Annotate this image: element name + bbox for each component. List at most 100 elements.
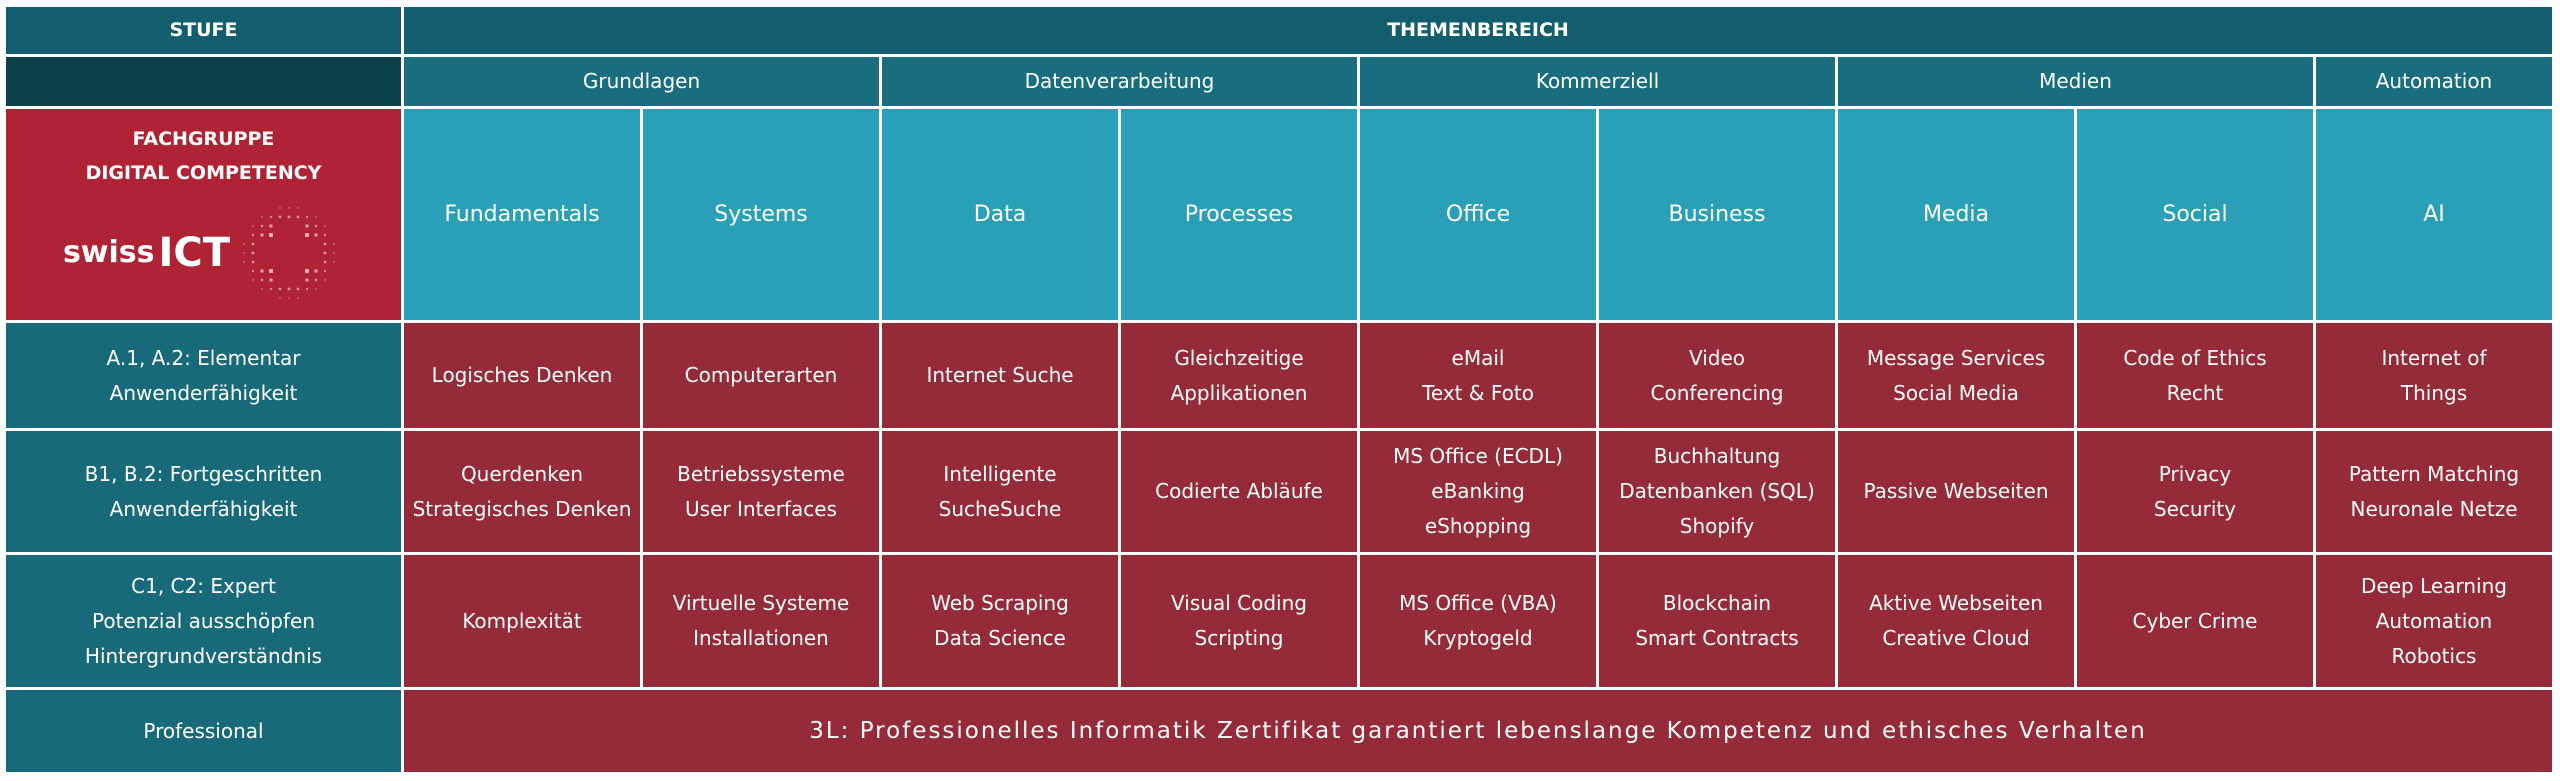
logo-dot bbox=[243, 260, 245, 263]
text-line: Codierte Abläufe bbox=[1155, 479, 1323, 503]
text-line: Things bbox=[2400, 380, 2468, 405]
logo-dot bbox=[243, 251, 245, 254]
text-line: Querdenken bbox=[460, 461, 584, 486]
text-line: Neuronale Netze bbox=[2350, 496, 2518, 521]
text-line: Data Science bbox=[934, 626, 1066, 650]
logo-dot bbox=[314, 278, 318, 281]
text-line: Applikationen bbox=[1170, 380, 1308, 405]
text-line: Gleichzeitige bbox=[1174, 345, 1304, 370]
topic-header: Systems bbox=[643, 109, 879, 320]
skill-cell: Logisches Denken bbox=[404, 323, 640, 428]
topic-header: Office bbox=[1360, 109, 1596, 320]
logo-cross bbox=[243, 206, 335, 299]
logo-dot bbox=[305, 277, 309, 282]
text-line: Professional bbox=[143, 718, 264, 743]
skill-cell: Internet Suche bbox=[882, 323, 1118, 428]
text-line: Scripting bbox=[1194, 626, 1284, 650]
logo-dot bbox=[252, 224, 254, 227]
logo-dot bbox=[314, 232, 318, 237]
text-line: Internet Suche bbox=[926, 363, 1074, 387]
logo-dot bbox=[260, 268, 264, 273]
logo-dot bbox=[324, 278, 326, 281]
text-line: Robotics bbox=[2391, 643, 2477, 668]
logo-dot bbox=[251, 260, 255, 263]
header-text: STUFE bbox=[169, 19, 238, 41]
text-line: Hintergrundverständnis bbox=[84, 643, 323, 668]
skill-cell: Komplexität bbox=[404, 555, 640, 687]
professional-cell: 3L: Professionelles Informatik Zertifika… bbox=[404, 690, 2552, 772]
logo-dot bbox=[333, 242, 335, 245]
text-line: Installationen bbox=[693, 626, 829, 650]
text-line: Anwenderfähigkeit bbox=[109, 380, 298, 405]
text-line: Visual Coding bbox=[1171, 591, 1307, 615]
text-line: Aktive Webseiten bbox=[1869, 591, 2043, 615]
text-line: Message Services bbox=[1866, 345, 2046, 370]
text-line: eBanking bbox=[1431, 479, 1525, 503]
text-line: Processes bbox=[1184, 202, 1294, 227]
text-line: A.1, A.2: Elementar bbox=[106, 345, 301, 370]
stufe-header: STUFE bbox=[6, 7, 401, 54]
text-line: AI bbox=[2423, 202, 2445, 227]
text-line: C1, C2: Expert bbox=[131, 573, 276, 598]
logo-dot bbox=[324, 233, 327, 236]
skill-cell: Video Conferencing bbox=[1599, 323, 1835, 428]
text-line: Creative Cloud bbox=[1882, 626, 2030, 650]
text-line: Shopify bbox=[1679, 514, 1755, 538]
level-label: B1, B.2: Fortgeschritten Anwenderfähigkei… bbox=[6, 431, 401, 552]
text-line: eMail bbox=[1451, 345, 1505, 370]
text-line: Blockchain bbox=[1662, 591, 1772, 615]
text-line: Komplexität bbox=[462, 608, 582, 633]
text-line: Security bbox=[2153, 496, 2237, 521]
text-line: Office bbox=[1445, 202, 1511, 227]
skill-cell: Pattern Matching Neuronale Netze bbox=[2316, 431, 2552, 552]
text-line: Internet of bbox=[2381, 345, 2487, 370]
text-line: Potenzial ausschöpfen bbox=[91, 608, 316, 633]
logo-dot bbox=[314, 224, 318, 227]
skill-cell: Buchhaltung Datenbanken (SQL) Shopify bbox=[1599, 431, 1835, 552]
logo-dot bbox=[315, 215, 317, 218]
text-line: Kryptogeld bbox=[1423, 626, 1533, 650]
skill-cell: Deep Learning Automation Robotics bbox=[2316, 555, 2552, 687]
text-line: Automation bbox=[2375, 608, 2493, 633]
skill-cell: Code of Ethics Recht bbox=[2077, 323, 2313, 428]
text-line: Recht bbox=[2166, 380, 2224, 405]
skill-cell: Codierte Abläufe bbox=[1121, 431, 1357, 552]
brand-bold: ICT bbox=[158, 229, 231, 276]
text-line: Systems bbox=[714, 202, 808, 227]
topic-header: AI bbox=[2316, 109, 2552, 320]
level-label: Professional bbox=[6, 690, 401, 772]
level-label: C1, C2: Expert Potenzial ausschöpfen Hinte… bbox=[6, 555, 401, 687]
skill-cell: Querdenken Strategisches Denken bbox=[404, 431, 640, 552]
topic-header: Data bbox=[882, 109, 1118, 320]
logo-dot bbox=[315, 287, 317, 290]
skill-cell: Aktive Webseiten Creative Cloud bbox=[1838, 555, 2074, 687]
logo-brand: swiss ICT bbox=[63, 198, 344, 308]
text-line: MS Office (VBA) bbox=[1399, 591, 1557, 615]
logo-dot bbox=[260, 278, 264, 281]
skill-cell: Blockchain Smart Contracts bbox=[1599, 555, 1835, 687]
logo-dot bbox=[297, 296, 299, 299]
text-line: Cyber Crime bbox=[2132, 608, 2258, 633]
text-line: B1, B.2: Fortgeschritten bbox=[84, 461, 323, 486]
skill-cell: Virtuelle Systeme Installationen bbox=[643, 555, 879, 687]
logo-dot bbox=[261, 215, 263, 218]
text-line: Social bbox=[2162, 202, 2228, 227]
skill-cell: Visual Coding Scripting bbox=[1121, 555, 1357, 687]
logo-dot bbox=[260, 224, 264, 227]
text-line: Conferencing bbox=[1650, 380, 1784, 405]
skill-cell: Web Scraping Data Science bbox=[882, 555, 1118, 687]
logo-dot bbox=[252, 269, 255, 272]
text-line: Computerarten bbox=[684, 363, 838, 387]
brand: swiss bbox=[62, 234, 155, 270]
logo-dot bbox=[323, 260, 327, 263]
text-line: Code of Ethics bbox=[2123, 345, 2267, 370]
text-line: Data bbox=[973, 202, 1027, 227]
text-line: Media bbox=[1922, 202, 1990, 227]
skill-cell: Privacy Security bbox=[2077, 431, 2313, 552]
skill-cell: Internet of Things bbox=[2316, 323, 2552, 428]
skill-cell: Gleichzeitige Applikationen bbox=[1121, 323, 1357, 428]
logo-dot bbox=[305, 268, 309, 273]
group-header: Grundlagen bbox=[404, 57, 879, 106]
logo-dot bbox=[243, 242, 245, 245]
logo-dot bbox=[288, 206, 290, 209]
